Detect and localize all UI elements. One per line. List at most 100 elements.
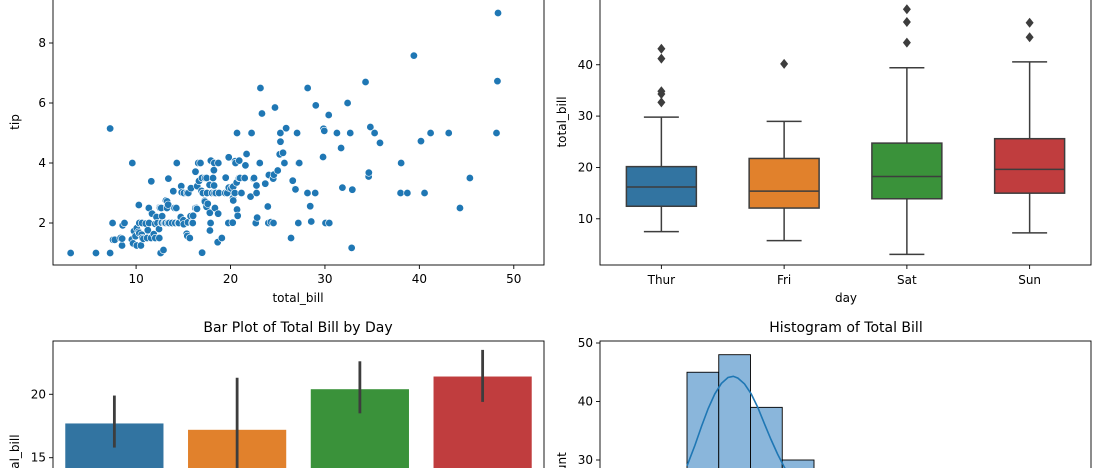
scatter-point — [261, 179, 270, 188]
scatter-xtick-label: 30 — [317, 272, 332, 286]
scatter-point — [252, 189, 261, 198]
scatter-point — [287, 234, 296, 243]
scatter-point — [416, 137, 425, 146]
scatter-point — [185, 234, 194, 243]
scatter-point — [91, 249, 100, 258]
scatter-point — [320, 126, 329, 135]
scatter-point — [118, 234, 127, 243]
scatter-xtick-label: 50 — [506, 272, 521, 286]
hist-title: Histogram of Total Bill — [769, 320, 922, 336]
box-ticks: Thur Fri Sat Sun 10 20 30 40 — [578, 58, 1041, 287]
scatter-point — [191, 167, 200, 176]
scatter-point — [198, 248, 207, 257]
box-xtick-label: Sat — [897, 273, 917, 287]
scatter-point — [294, 219, 303, 228]
hist-ylabel: Count — [555, 452, 569, 468]
hist-bin — [718, 354, 751, 468]
hist-kde-line — [686, 375, 786, 468]
box-panel: Thur Fri Sat Sun 10 20 30 40 day total_bill — [555, 0, 1092, 305]
scatter-point — [205, 208, 214, 217]
scatter-point — [106, 249, 115, 258]
scatter-point — [240, 174, 249, 183]
hist-ytick-label: 40 — [578, 395, 593, 409]
scatter-point — [250, 174, 259, 183]
scatter-point — [158, 212, 167, 221]
hist-marks — [686, 354, 815, 468]
scatter-point — [147, 177, 156, 186]
box-xtick-label: Sun — [1018, 273, 1041, 287]
hist-ticks: 30 40 50 — [578, 336, 600, 467]
scatter-point — [159, 246, 168, 255]
box-ytick-label: 40 — [578, 58, 593, 72]
scatter-ytick-label: 4 — [38, 156, 46, 170]
bar-title: Bar Plot of Total Bill by Day — [203, 320, 392, 336]
scatter-ytick-label: 6 — [38, 96, 46, 110]
box-ytick-label: 20 — [578, 160, 593, 174]
scatter-point — [209, 174, 218, 183]
scatter-xtick-label: 40 — [412, 272, 427, 286]
box-outlier — [902, 37, 911, 48]
scatter-point — [120, 219, 129, 228]
scatter-point — [189, 211, 198, 220]
box-outlier — [657, 97, 666, 108]
box-outlier — [657, 43, 666, 54]
scatter-point — [347, 243, 356, 252]
scatter-ticks: 10 20 30 40 50 2 4 6 8 — [38, 36, 521, 286]
scatter-point — [494, 9, 503, 18]
scatter-panel: 10 20 30 40 50 2 4 6 8 total_bill tip — [8, 0, 545, 305]
scatter-point — [255, 159, 264, 168]
scatter-point — [279, 148, 288, 157]
scatter-point — [256, 84, 265, 93]
scatter-point — [106, 124, 115, 133]
scatter-point — [192, 204, 201, 213]
scatter-point — [420, 189, 429, 198]
scatter-point — [276, 129, 285, 138]
scatter-point — [426, 129, 435, 138]
scatter-ytick-label: 8 — [38, 36, 46, 50]
box-body — [748, 157, 820, 209]
scatter-xtick-label: 20 — [223, 272, 238, 286]
bar-ytick-label: 15 — [31, 451, 46, 465]
scatter-point — [280, 159, 289, 168]
scatter-point — [118, 241, 127, 250]
scatter-point — [444, 129, 453, 138]
box-frame — [599, 0, 1092, 266]
scatter-point — [455, 204, 464, 213]
box-ylabel: total_bill — [555, 96, 569, 147]
scatter-ytick-label: 2 — [38, 216, 46, 230]
scatter-xtick-label: 10 — [128, 272, 143, 286]
box-outlier — [902, 16, 911, 27]
scatter-point — [188, 219, 197, 228]
scatter-point — [203, 199, 212, 208]
scatter-point — [224, 153, 233, 162]
scatter-point — [396, 189, 405, 198]
scatter-point — [196, 159, 205, 168]
scatter-point — [343, 99, 352, 108]
scatter-point — [375, 138, 384, 147]
bar-ytick-label: 20 — [31, 387, 46, 401]
hist-bin — [750, 406, 783, 468]
scatter-point — [361, 78, 370, 87]
scatter-point — [270, 103, 279, 112]
scatter-point — [164, 174, 173, 183]
scatter-point — [263, 202, 272, 211]
scatter-point — [311, 189, 320, 198]
box-outlier — [1025, 17, 1034, 28]
scatter-point — [269, 219, 278, 228]
scatter-point — [276, 137, 285, 146]
scatter-point — [205, 226, 214, 235]
box-outlier — [1025, 32, 1034, 43]
scatter-point — [214, 159, 223, 168]
box-xlabel: day — [835, 291, 857, 305]
scatter-point — [332, 129, 341, 138]
scatter-point — [291, 185, 300, 194]
scatter-point — [209, 166, 218, 175]
hist-ytick-label: 50 — [578, 336, 593, 350]
scatter-points — [66, 9, 503, 258]
scatter-point — [403, 189, 412, 198]
scatter-point — [338, 183, 347, 192]
hist-frame — [599, 340, 1092, 468]
scatter-point — [307, 217, 316, 226]
bar-frame — [52, 340, 545, 468]
